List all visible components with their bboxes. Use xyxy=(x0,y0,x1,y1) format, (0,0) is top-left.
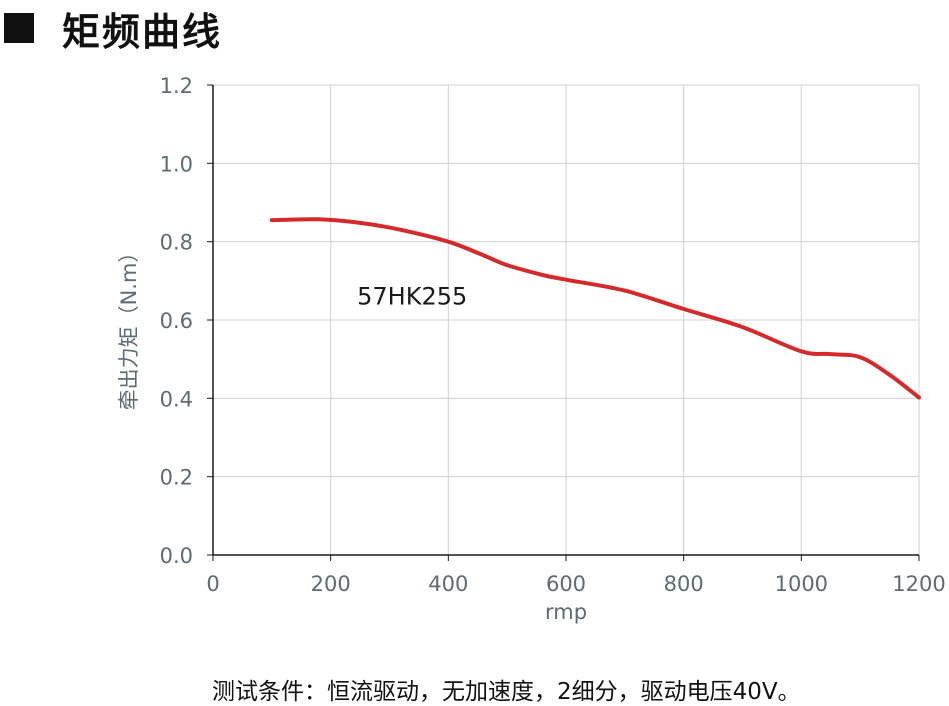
page-title: 矩频曲线 xyxy=(62,9,223,54)
series-line-0 xyxy=(269,217,921,400)
x-axis-title: rmp xyxy=(545,600,587,624)
y-axis-title: 牵出力矩（N.m） xyxy=(117,242,141,411)
y-tick-label: 0.6 xyxy=(160,309,193,333)
y-tick-label: 1.0 xyxy=(160,152,193,176)
x-tick-label: 200 xyxy=(311,572,351,596)
chart-labels: rmp 牵出力矩（N.m） 57HK255 xyxy=(117,242,587,624)
y-tick-label: 0.2 xyxy=(160,466,193,490)
test-conditions-note: 测试条件：恒流驱动，无加速度，2细分，驱动电压40V。 xyxy=(212,679,801,705)
x-tick-label: 600 xyxy=(546,572,586,596)
y-tick-label: 0.0 xyxy=(160,544,193,568)
tick-labels: 0.0 0.2 0.4 0.6 0.8 1.0 1.2 0 200 400 600 800 1000 12… xyxy=(160,74,946,596)
x-tick-label: 800 xyxy=(664,572,704,596)
chart-heading: 矩频曲线 xyxy=(2,4,222,54)
series-name-label: 57HK255 xyxy=(357,283,467,311)
grid-lines xyxy=(213,84,920,555)
x-tick-label: 1200 xyxy=(892,572,945,596)
y-tick-label: 0.4 xyxy=(160,387,193,411)
series-lines xyxy=(269,217,921,400)
torque-frequency-chart: 0.0 0.2 0.4 0.6 0.8 1.0 1.2 0 200 400 600 800 1000 12… xyxy=(117,74,946,624)
y-tick-label: 1.2 xyxy=(160,74,193,98)
axes xyxy=(207,84,920,561)
x-tick-label: 400 xyxy=(428,572,468,596)
y-tick-label: 0.8 xyxy=(160,231,193,255)
x-tick-label: 0 xyxy=(206,572,219,596)
black-square-icon xyxy=(4,13,34,43)
x-tick-label: 1000 xyxy=(775,572,828,596)
